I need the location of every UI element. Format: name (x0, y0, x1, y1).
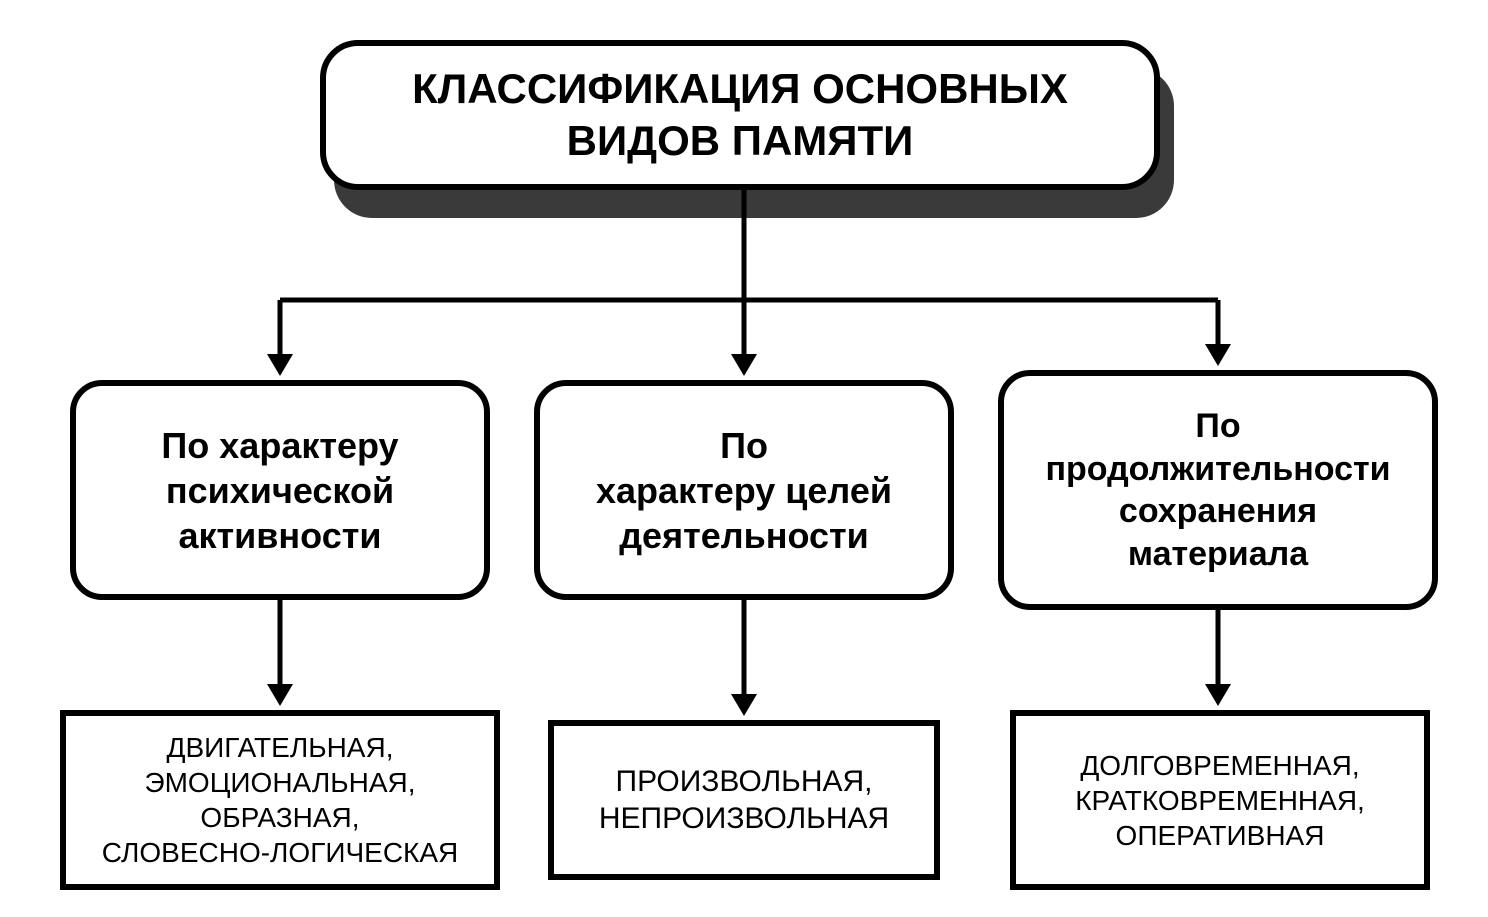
title-line1: КЛАССИФИКАЦИЯ ОСНОВНЫХ (412, 63, 1068, 116)
leaf-box-goal-types: ПРОИЗВОЛЬНАЯ, НЕПРОИЗВОЛЬНАЯ (548, 720, 940, 880)
category-line: продолжительности (1045, 448, 1390, 491)
category-box-duration: По продолжительности сохранения материал… (998, 370, 1438, 610)
leaf-line: ДВИГАТЕЛЬНАЯ, (102, 730, 459, 765)
category-text: По характеру целей деятельности (596, 423, 892, 558)
leaf-box-duration-types: ДОЛГОВРЕМЕННАЯ, КРАТКОВРЕМЕННАЯ, ОПЕРАТИ… (1010, 710, 1430, 890)
category-text: По характеру психической активности (161, 423, 398, 558)
leaf-line: ОПЕРАТИВНАЯ (1075, 818, 1365, 853)
category-text: По продолжительности сохранения материал… (1045, 405, 1390, 575)
category-box-goals: По характеру целей деятельности (534, 380, 954, 600)
category-box-psychic-activity: По характеру психической активности (70, 380, 490, 600)
leaf-line: ПРОИЗВОЛЬНАЯ, (599, 763, 889, 801)
leaf-line: ОБРАЗНАЯ, (102, 800, 459, 835)
category-line: сохранения (1045, 490, 1390, 533)
leaf-box-psychic-types: ДВИГАТЕЛЬНАЯ, ЭМОЦИОНАЛЬНАЯ, ОБРАЗНАЯ, С… (60, 710, 500, 890)
leaf-text: ДВИГАТЕЛЬНАЯ, ЭМОЦИОНАЛЬНАЯ, ОБРАЗНАЯ, С… (102, 730, 459, 870)
category-line: По (1045, 405, 1390, 448)
title-line2: ВИДОВ ПАМЯТИ (412, 115, 1068, 168)
leaf-line: СЛОВЕСНО-ЛОГИЧЕСКАЯ (102, 835, 459, 870)
leaf-text: ДОЛГОВРЕМЕННАЯ, КРАТКОВРЕМЕННАЯ, ОПЕРАТИ… (1075, 748, 1365, 853)
leaf-line: КРАТКОВРЕМЕННАЯ, (1075, 783, 1365, 818)
leaf-line: ЭМОЦИОНАЛЬНАЯ, (102, 765, 459, 800)
title-text: КЛАССИФИКАЦИЯ ОСНОВНЫХ ВИДОВ ПАМЯТИ (412, 63, 1068, 168)
leaf-text: ПРОИЗВОЛЬНАЯ, НЕПРОИЗВОЛЬНАЯ (599, 763, 889, 838)
leaf-line: ДОЛГОВРЕМЕННАЯ, (1075, 748, 1365, 783)
category-line: материала (1045, 533, 1390, 576)
category-line: По (596, 423, 892, 468)
diagram-canvas: КЛАССИФИКАЦИЯ ОСНОВНЫХ ВИДОВ ПАМЯТИ По х… (0, 0, 1488, 917)
title-box: КЛАССИФИКАЦИЯ ОСНОВНЫХ ВИДОВ ПАМЯТИ (320, 40, 1160, 190)
category-line: психической (161, 468, 398, 513)
category-line: деятельности (596, 513, 892, 558)
category-line: активности (161, 513, 398, 558)
category-line: По характеру (161, 423, 398, 468)
category-line: характеру целей (596, 468, 892, 513)
leaf-line: НЕПРОИЗВОЛЬНАЯ (599, 800, 889, 838)
